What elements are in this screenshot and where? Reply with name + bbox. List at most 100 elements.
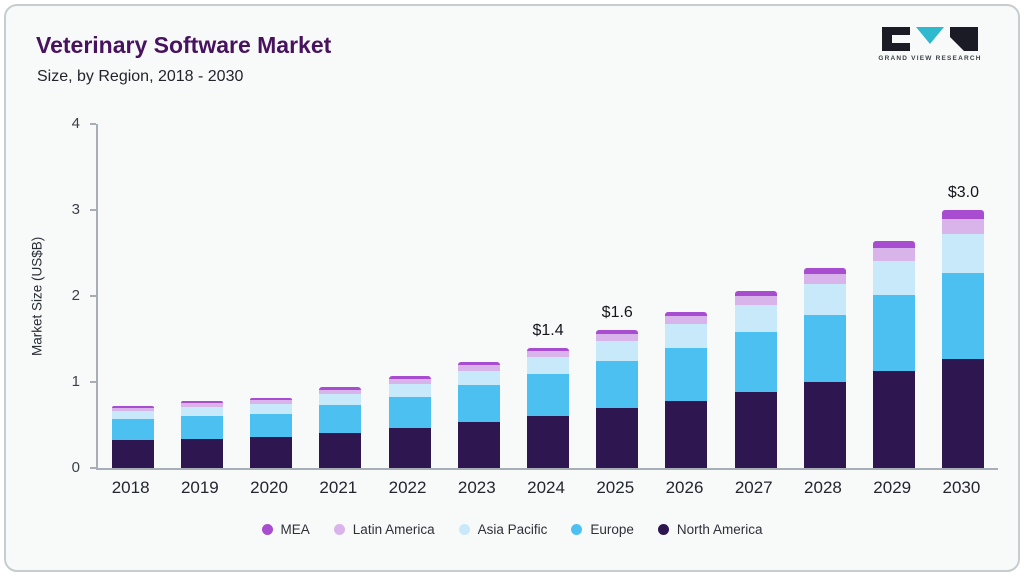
x-tick-label: 2020 bbox=[250, 478, 288, 497]
bar-segment-latin-america bbox=[942, 218, 985, 235]
bar-segment-mea bbox=[180, 400, 223, 403]
bar-segment-mea bbox=[319, 387, 362, 390]
stacked-bar-2025 bbox=[596, 330, 639, 468]
y-axis: 0 1 2 3 4 bbox=[6, 115, 96, 476]
bar-segment-europe bbox=[734, 332, 777, 393]
bar-segment-mea bbox=[665, 311, 708, 316]
bar-segment-europe bbox=[665, 347, 708, 401]
bar-segment-latin-america bbox=[873, 247, 916, 261]
bar-segment-north-america bbox=[734, 392, 777, 468]
bar-segment-europe bbox=[942, 272, 985, 359]
bar-segment-latin-america bbox=[665, 315, 708, 325]
bar-segment-mea bbox=[250, 398, 293, 401]
bar-segment-north-america bbox=[457, 421, 500, 468]
bar-slot-2025: $1.6 bbox=[583, 124, 652, 468]
bar-segment-north-america bbox=[180, 438, 223, 468]
bar-segment-europe bbox=[111, 418, 154, 441]
bar-segment-north-america bbox=[873, 370, 916, 468]
legend-item-europe: Europe bbox=[571, 522, 634, 537]
bar-segment-asia-pacific bbox=[596, 340, 639, 362]
legend-dot-latin-america bbox=[333, 524, 345, 535]
y-tick-mark bbox=[90, 209, 96, 211]
y-tick-mark bbox=[90, 123, 96, 125]
bar-segment-asia-pacific bbox=[319, 394, 362, 406]
bar-segment-north-america bbox=[527, 415, 570, 468]
bar-segment-europe bbox=[180, 415, 223, 439]
stacked-bar-2030 bbox=[942, 210, 985, 468]
legend-dot-mea bbox=[261, 524, 273, 535]
stacked-bar-2026 bbox=[665, 311, 708, 468]
bar-value-label-2024: $1.4 bbox=[532, 321, 564, 339]
y-tick-mark bbox=[90, 467, 96, 469]
bar-segment-mea bbox=[873, 241, 916, 248]
bar-segment-asia-pacific bbox=[734, 305, 777, 333]
y-tick-mark bbox=[90, 381, 96, 383]
legend-item-latin-america: Latin America bbox=[333, 522, 435, 537]
bar-segment-north-america bbox=[803, 382, 846, 468]
bar-segment-mea bbox=[457, 362, 500, 365]
x-tick-label: 2030 bbox=[942, 478, 981, 497]
stacked-bar-2023 bbox=[457, 362, 500, 468]
bar-segment-latin-america bbox=[180, 402, 223, 407]
bar-value-label-2030: $3.0 bbox=[947, 184, 979, 201]
bar-segment-north-america bbox=[665, 400, 708, 468]
bar-segment-asia-pacific bbox=[457, 370, 500, 386]
bar-slot-2028 bbox=[790, 124, 859, 468]
legend-item-mea: MEA bbox=[261, 522, 310, 537]
grand-view-research-logo: GRAND VIEW RESEARCH bbox=[878, 26, 982, 62]
x-tick-label: 2023 bbox=[457, 478, 496, 497]
x-tick-label: 2021 bbox=[319, 478, 358, 497]
bar-segment-asia-pacific bbox=[527, 357, 570, 375]
bar-segment-latin-america bbox=[803, 273, 846, 284]
bar-segment-europe bbox=[527, 374, 570, 416]
stacked-bar-2029 bbox=[873, 241, 916, 468]
bar-segment-asia-pacific bbox=[942, 234, 985, 273]
bar-slot-2019 bbox=[167, 124, 236, 468]
stacked-bar-2019 bbox=[180, 400, 223, 468]
bar-segment-mea bbox=[803, 267, 846, 274]
legend-label: Latin America bbox=[352, 522, 435, 537]
bar-segment-europe bbox=[457, 385, 500, 422]
stacked-bar-2020 bbox=[250, 398, 293, 468]
stacked-bar-2028 bbox=[803, 267, 846, 468]
page-subtitle: Size, by Region, 2018 - 2030 bbox=[37, 68, 244, 85]
x-tick-label: 2018 bbox=[111, 478, 150, 497]
bar-slot-2030: $3.0 bbox=[929, 124, 998, 468]
bar-slot-2024: $1.4 bbox=[513, 124, 582, 468]
bar-slot-2021 bbox=[306, 124, 375, 468]
bar-slot-2018 bbox=[98, 124, 167, 468]
bar-segment-asia-pacific bbox=[180, 406, 223, 416]
bar-slot-2020 bbox=[236, 124, 305, 468]
x-tick-label: 2029 bbox=[873, 478, 912, 497]
stacked-bar-2024 bbox=[527, 347, 570, 468]
bar-segment-asia-pacific bbox=[111, 411, 154, 419]
page-title: Veterinary Software Market bbox=[36, 32, 332, 58]
bar-slot-2029 bbox=[860, 124, 929, 468]
legend-label: Asia Pacific bbox=[477, 522, 548, 537]
bar-segment-north-america bbox=[111, 440, 154, 468]
logo-wordmark: GRAND VIEW RESEARCH bbox=[878, 55, 982, 62]
legend-label: North America bbox=[676, 522, 763, 537]
bar-segment-latin-america bbox=[457, 364, 500, 371]
bar-segment-europe bbox=[319, 405, 362, 433]
bar-segment-latin-america bbox=[250, 400, 293, 405]
bar-segment-asia-pacific bbox=[388, 383, 431, 397]
bar-slot-2022 bbox=[375, 124, 444, 468]
bar-segment-north-america bbox=[596, 407, 639, 468]
x-tick-label: 2027 bbox=[734, 478, 773, 497]
legend-dot-asia-pacific bbox=[458, 524, 470, 535]
bar-segment-latin-america bbox=[596, 333, 639, 341]
y-tick-label: 4 bbox=[71, 115, 80, 132]
legend-dot-europe bbox=[571, 524, 583, 535]
bar-segment-asia-pacific bbox=[665, 324, 708, 348]
bar-segment-europe bbox=[873, 295, 916, 371]
bar-segment-europe bbox=[803, 314, 846, 382]
y-tick-label: 3 bbox=[71, 201, 80, 218]
bar-value-label-2025: $1.6 bbox=[601, 304, 633, 322]
bar-segment-latin-america bbox=[527, 351, 570, 358]
bar-segment-europe bbox=[388, 396, 431, 428]
bar-segment-mea bbox=[111, 406, 154, 408]
chart-legend: MEA Latin America Asia Pacific Europe North … bbox=[6, 522, 1018, 537]
x-tick-label: 2028 bbox=[804, 478, 842, 497]
legend-item-asia-pacific: Asia Pacific bbox=[458, 522, 548, 537]
